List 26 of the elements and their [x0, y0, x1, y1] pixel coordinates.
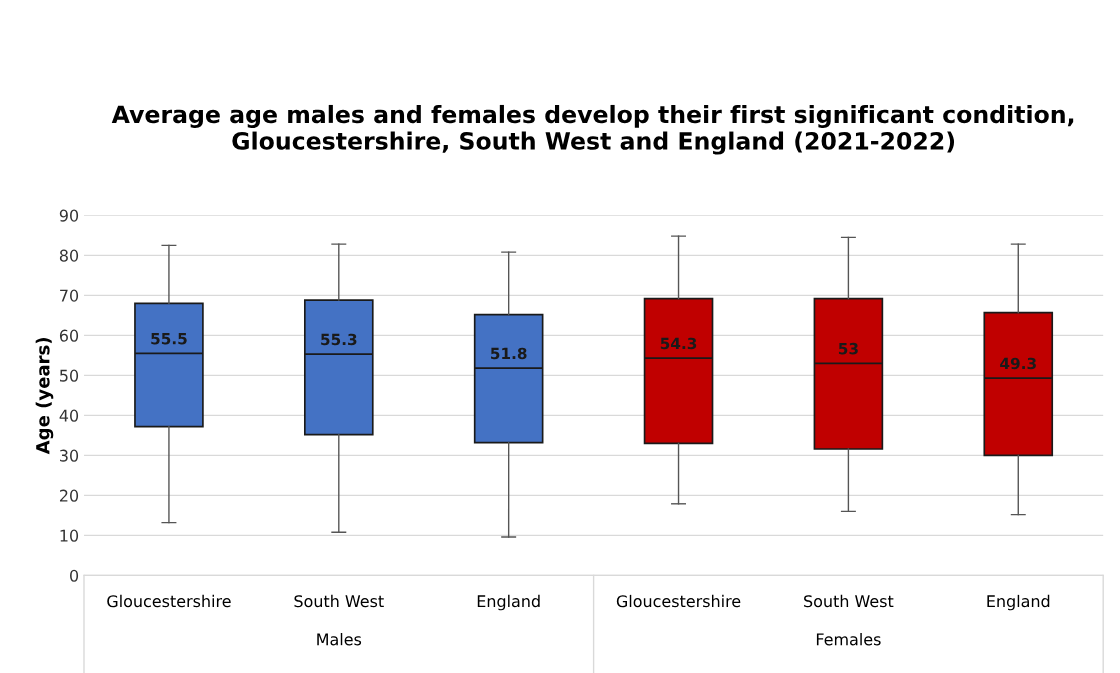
y-tick-label: 20 — [59, 489, 79, 502]
y-tick-label: 70 — [60, 289, 79, 302]
x-tick-label: England — [987, 594, 1050, 611]
x-tick-label: Gloucestershire — [616, 594, 741, 608]
text: 53 — [838, 342, 858, 355]
y-axis-title: Age (years) — [35, 338, 54, 455]
text: Males — [317, 633, 362, 646]
y-tick-label: 30 — [60, 449, 79, 462]
text: Females — [816, 633, 881, 646]
text: 54.3 — [660, 337, 697, 350]
text: 51.8 — [491, 347, 527, 360]
text: 49.3 — [1000, 357, 1036, 370]
x-tick-label: South West — [804, 594, 894, 608]
chart-title: Average age males and females develop their first significant condition, Gloucestershire, South West and England (2021-2022) — [111, 104, 1074, 155]
y-tick-label: 90 — [59, 209, 79, 222]
y-tick-label: 40 — [59, 409, 79, 422]
text: 55.3 — [321, 333, 357, 346]
x-tick-label: England — [477, 594, 540, 611]
y-tick-label: 10 — [60, 529, 79, 542]
y-tick-label: 50 — [60, 369, 79, 382]
y-tick-label: 80 — [59, 249, 79, 262]
x-tick-label: South West — [294, 594, 384, 608]
y-tick-label: 0 — [70, 569, 79, 582]
text: 55.5 — [151, 333, 187, 345]
y-tick-label: 60 — [59, 329, 79, 342]
x-tick-label: Gloucestershire — [107, 594, 231, 608]
